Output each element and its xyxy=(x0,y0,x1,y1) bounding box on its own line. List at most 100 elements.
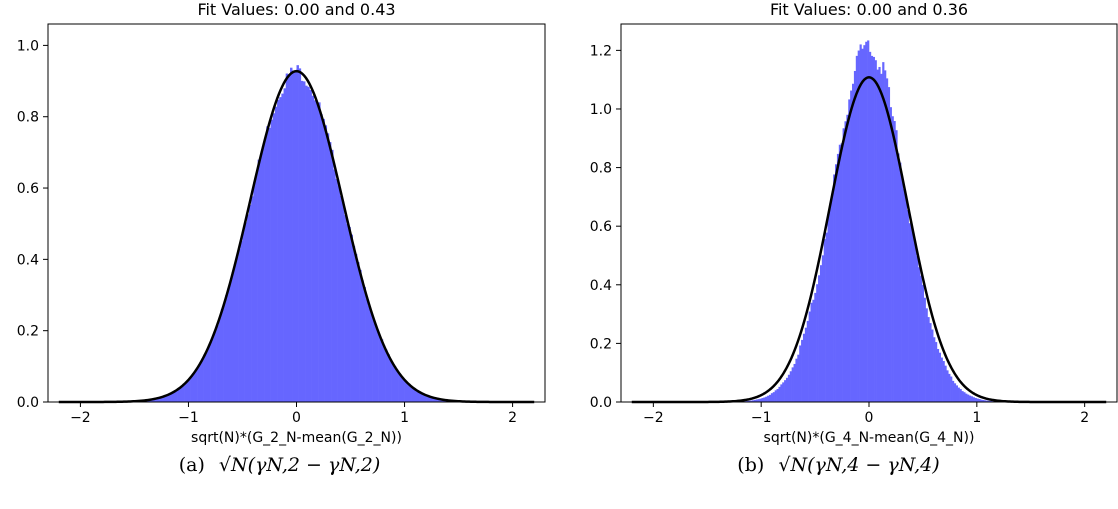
histogram-bar xyxy=(169,393,172,402)
histogram-bar xyxy=(376,329,379,402)
histogram-bar xyxy=(908,223,911,402)
histogram-bar xyxy=(833,174,836,402)
histogram-bar xyxy=(223,303,226,402)
histogram-bar xyxy=(380,339,384,402)
histogram-bar xyxy=(287,74,291,402)
histogram-bar xyxy=(257,159,261,402)
x-axis-label: sqrt(N)*(G_2_N-mean(G_2_N)) xyxy=(191,430,402,446)
histogram-bar xyxy=(857,50,860,403)
histogram-bar xyxy=(404,381,408,402)
histogram-bar xyxy=(859,44,862,402)
histogram-bar xyxy=(244,222,248,402)
histogram-bar xyxy=(220,308,224,402)
histogram-bar xyxy=(365,298,369,402)
histogram-bar xyxy=(190,375,194,402)
histogram-bar xyxy=(921,284,925,402)
histogram-bar xyxy=(179,387,183,402)
histogram-bar xyxy=(831,193,834,402)
histogram-bar xyxy=(936,348,940,402)
histogram-bar xyxy=(242,229,245,402)
histogram-bar xyxy=(967,394,970,402)
histogram-bar xyxy=(173,391,176,402)
histogram-bar xyxy=(395,369,399,402)
histogram-bar xyxy=(160,397,163,402)
histogram-bar xyxy=(904,195,908,402)
histogram-bar xyxy=(229,280,232,402)
histogram-bar xyxy=(166,394,170,402)
histogram-bar xyxy=(940,357,943,402)
histogram-bars xyxy=(123,65,470,403)
histogram-bar xyxy=(757,399,760,402)
histogram-bar xyxy=(816,284,819,402)
histogram-bar xyxy=(870,55,874,403)
histogram-bar xyxy=(927,317,930,402)
histogram-bar xyxy=(895,130,898,402)
histogram-bar xyxy=(931,329,934,402)
x-tick-label: 2 xyxy=(508,410,517,426)
histogram-bar xyxy=(978,399,981,402)
caption-b: (b) √N(γN,4 − γN,4) xyxy=(559,454,1118,476)
histogram-bar xyxy=(372,318,375,402)
histogram-bar xyxy=(953,383,957,402)
histogram-bar xyxy=(929,323,932,402)
y-tick-label: 0.2 xyxy=(590,336,612,352)
histogram-bar xyxy=(912,232,915,402)
x-tick-label: −1 xyxy=(751,410,772,426)
histogram-bar xyxy=(821,255,825,402)
histogram-bar xyxy=(887,87,891,403)
histogram-bar xyxy=(264,137,267,402)
histogram-bar xyxy=(436,398,440,402)
histogram-bar xyxy=(298,68,302,402)
histogram-bar xyxy=(235,256,239,402)
histogram-bar xyxy=(233,264,237,402)
histogram-bar xyxy=(322,118,325,403)
histogram-bar xyxy=(225,295,228,402)
histogram-bar xyxy=(361,280,364,402)
histogram-bar xyxy=(784,380,787,402)
histogram-bar xyxy=(972,397,975,402)
histogram-bars xyxy=(718,40,1021,403)
y-tick-label: 0.4 xyxy=(17,252,39,268)
histogram-bar xyxy=(333,169,336,402)
histogram-bar xyxy=(865,41,868,402)
histogram-bar xyxy=(171,392,174,402)
histogram-bar xyxy=(782,382,785,402)
histogram-bar xyxy=(309,90,312,402)
histogram-bar xyxy=(957,387,960,402)
histogram-bar xyxy=(300,80,304,403)
y-tick-label: 0.0 xyxy=(17,395,39,411)
histogram-bar xyxy=(369,311,373,402)
histogram-bar xyxy=(261,146,265,402)
histogram-bar xyxy=(810,302,813,402)
histogram-bar xyxy=(415,389,418,402)
y-tick-label: 1.0 xyxy=(590,102,612,118)
histogram-bar xyxy=(969,395,972,402)
histogram-bar xyxy=(793,363,796,402)
histogram-bar xyxy=(320,114,323,402)
histogram-bar xyxy=(194,369,198,402)
histogram-bar xyxy=(339,195,343,402)
caption-a: (a) √N(γN,2 − γN,2) xyxy=(0,454,559,476)
histogram-bar xyxy=(880,73,883,402)
histogram-bar xyxy=(272,113,276,402)
histogram-bar xyxy=(348,227,351,402)
histogram-bar xyxy=(307,86,310,402)
histogram-bar xyxy=(850,90,853,402)
histogram-bar xyxy=(861,48,864,403)
histogram-bar xyxy=(855,55,858,403)
histogram-bar xyxy=(181,385,185,402)
histogram-bar xyxy=(795,358,798,402)
histogram-bar xyxy=(240,240,243,402)
histogram-bar xyxy=(428,396,431,402)
histogram-bar xyxy=(919,275,923,402)
histogram-bar xyxy=(352,245,356,402)
histogram-bar xyxy=(987,400,991,402)
histogram-bar xyxy=(313,100,317,402)
histogram-bar xyxy=(925,308,928,402)
histogram-bar xyxy=(963,392,966,402)
histogram-bar xyxy=(761,398,764,402)
histogram-bar xyxy=(897,153,900,402)
histogram-bar xyxy=(203,354,207,402)
histogram-bar xyxy=(227,288,230,402)
histogram-bar xyxy=(838,144,841,403)
